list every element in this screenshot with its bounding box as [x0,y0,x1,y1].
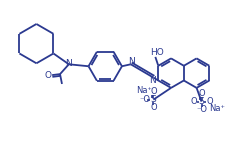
Text: O: O [45,71,52,80]
Text: O: O [190,97,197,106]
Text: N: N [149,76,156,85]
Text: O: O [206,97,213,106]
Text: S: S [151,95,156,104]
Text: Na⁺: Na⁺ [137,86,152,95]
Text: Na⁺: Na⁺ [209,104,225,113]
Text: ⁻O: ⁻O [196,105,207,114]
Text: N: N [65,59,72,68]
Text: ⁻O: ⁻O [139,95,150,104]
Text: O: O [150,103,157,112]
Text: O: O [150,87,157,96]
Text: S: S [199,97,204,106]
Text: O: O [198,89,205,98]
Text: HO: HO [150,47,164,57]
Text: N: N [128,57,135,66]
